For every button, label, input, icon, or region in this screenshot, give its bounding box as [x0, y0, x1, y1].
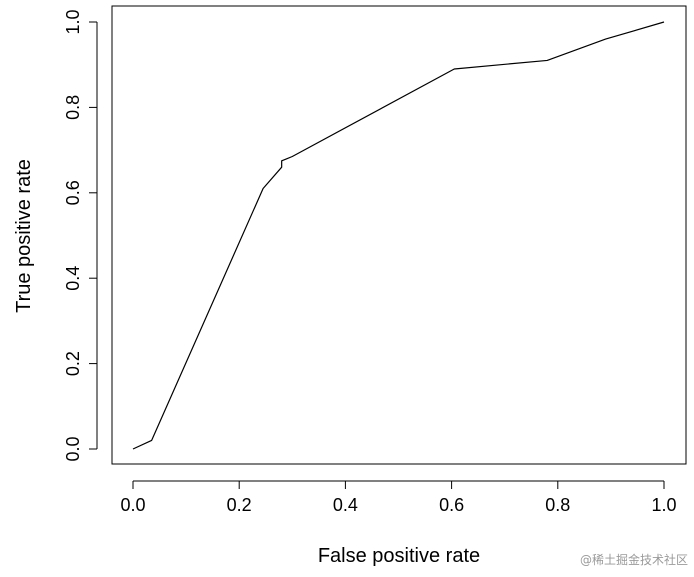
x-tick-label: 0.8	[545, 495, 570, 515]
plot-frame	[111, 5, 687, 465]
axes: 0.0 0.2 0.4 0.6 0.8 1.0 0.0 0.2 0.4 0.6 0.8 1.0	[63, 9, 677, 515]
x-tick-label: 0.6	[439, 495, 464, 515]
x-tick-label: 0.2	[227, 495, 252, 515]
x-tick-label: 1.0	[651, 495, 676, 515]
watermark-text: @稀土掘金技术社区	[579, 553, 688, 567]
y-tick-label: 0.4	[63, 266, 83, 291]
x-tick-label: 0.0	[120, 495, 145, 515]
y-tick-label: 0.6	[63, 180, 83, 205]
y-tick-label: 0.2	[63, 351, 83, 376]
y-tick-label: 0.8	[63, 95, 83, 120]
x-tick-label: 0.4	[333, 495, 358, 515]
y-tick-label: 1.0	[63, 9, 83, 34]
roc-curve-line	[132, 21, 665, 450]
x-axis-title: False positive rate	[318, 545, 480, 567]
y-axis-title: True positive rate	[13, 159, 35, 313]
series-layer	[132, 21, 665, 450]
y-tick-label: 0.0	[63, 436, 83, 461]
